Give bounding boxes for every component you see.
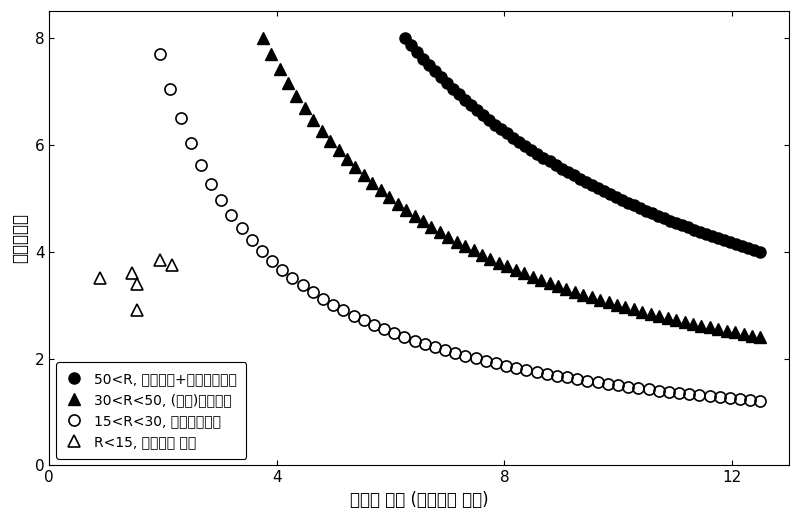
15<R<30, 지율안전확인 xyxy=(349,313,358,319)
30<R<50, (개별)제품심사 xyxy=(426,224,436,230)
50<R, 제품심사+품질관리심사 xyxy=(521,143,530,149)
15<R<30, 지율안전확인 xyxy=(308,289,318,295)
R<15, 강제인증 제외 xyxy=(133,307,142,314)
X-axis label: 사고가 능성 (사고발생 빈도): 사고가 능성 (사고발생 빈도) xyxy=(350,491,488,509)
15<R<30, 지율안전확인 xyxy=(359,317,369,323)
R<15, 강제인증 제외 xyxy=(155,256,165,263)
R<15, 강제인증 제외 xyxy=(127,270,137,276)
Line: 50<R, 제품심사+품질관리심사: 50<R, 제품심사+품질관리심사 xyxy=(399,32,766,257)
30<R<50, (개별)제품심사 xyxy=(384,194,394,200)
50<R, 제품심사+품질관리심사 xyxy=(490,121,500,127)
R<15, 강제인증 제외 xyxy=(133,281,142,287)
30<R<50, (개별)제품심사 xyxy=(342,156,352,162)
Line: 30<R<50, (개별)제품심사: 30<R<50, (개별)제품심사 xyxy=(257,32,766,343)
15<R<30, 지율안전확인 xyxy=(756,398,766,405)
50<R, 제품심사+품질관리심사 xyxy=(460,97,470,103)
30<R<50, (개별)제품심사 xyxy=(570,289,580,295)
30<R<50, (개별)제품심사 xyxy=(402,206,411,213)
50<R, 제품심사+품질관리심사 xyxy=(623,200,633,206)
Legend: 50<R, 제품심사+품질관리심사, 30<R<50, (개별)제품심사, 15<R<30, 지율안전확인, R<15, 강제인증 제외: 50<R, 제품심사+품질관리심사, 30<R<50, (개별)제품심사, 15… xyxy=(56,362,246,459)
15<R<30, 지율안전확인 xyxy=(155,51,165,57)
15<R<30, 지율안전확인 xyxy=(532,369,542,375)
15<R<30, 지율안전확인 xyxy=(328,302,338,308)
Line: 15<R<30, 지율안전확인: 15<R<30, 지율안전확인 xyxy=(154,49,766,407)
50<R, 제품심사+품질관리심사 xyxy=(756,249,766,255)
50<R, 제품심사+품질관리심사 xyxy=(502,131,512,137)
30<R<50, (개별)제품심사 xyxy=(418,218,428,225)
15<R<30, 지율안전확인 xyxy=(257,248,266,254)
50<R, 제품심사+품질관리심사 xyxy=(514,139,524,145)
30<R<50, (개별)제품심사 xyxy=(258,35,267,41)
Y-axis label: 사고중대성: 사고중대성 xyxy=(11,213,29,263)
30<R<50, (개별)제품심사 xyxy=(756,334,766,340)
Line: R<15, 강제인증 제외: R<15, 강제인증 제외 xyxy=(95,254,177,316)
R<15, 강제인증 제외 xyxy=(96,275,106,281)
50<R, 제품심사+품질관리심사 xyxy=(400,35,410,41)
R<15, 강제인증 제외 xyxy=(166,262,176,268)
